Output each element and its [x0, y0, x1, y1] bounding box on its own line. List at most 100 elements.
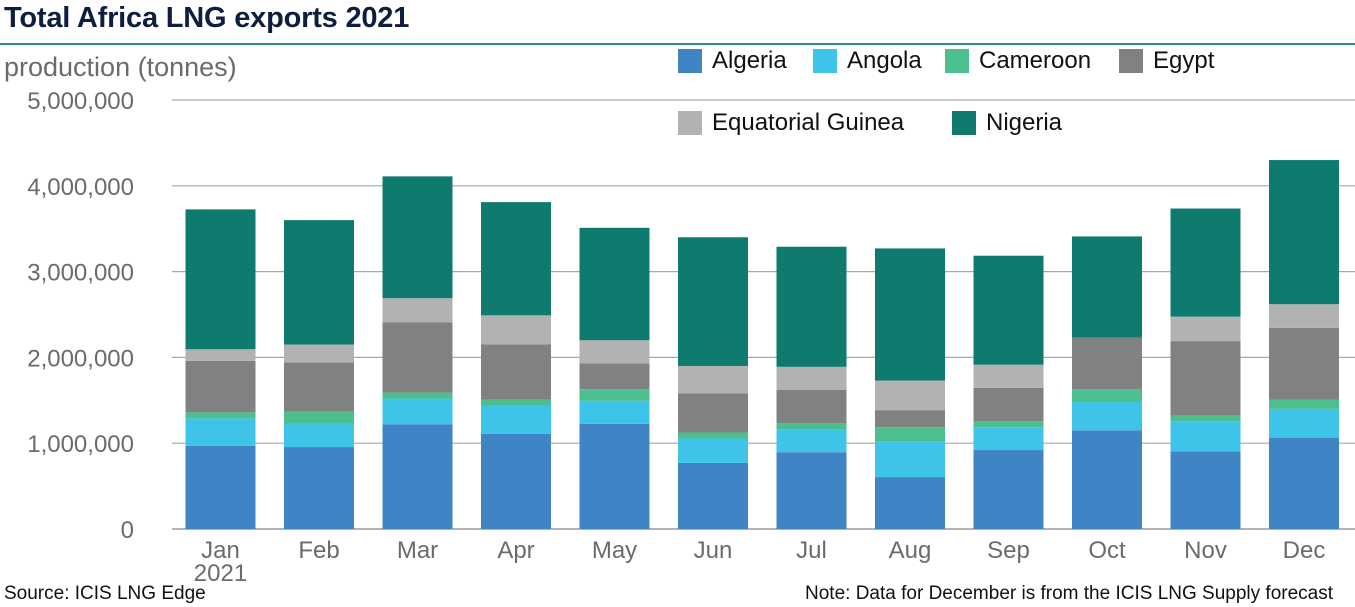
bar-segment-equatorial-guinea: [185, 349, 256, 361]
legend-swatch: [678, 111, 702, 135]
bar-segment-equatorial-guinea: [481, 315, 551, 345]
bar-segment-nigeria: [776, 246, 847, 367]
bar-segment-algeria: [973, 450, 1044, 529]
y-tick-label: 2,000,000: [27, 345, 134, 372]
bar-segment-nigeria: [1072, 236, 1142, 338]
bar-segment-nigeria: [973, 255, 1044, 365]
bar-segment-egypt: [973, 387, 1044, 422]
bar-segment-egypt: [1170, 341, 1241, 416]
bar-segment-egypt: [678, 393, 748, 433]
x-tick-label: May: [592, 537, 637, 564]
legend-swatch: [1119, 49, 1143, 73]
bar-segment-egypt: [284, 362, 354, 412]
x-tick-label: Jan: [201, 537, 240, 564]
y-tick-label: 4,000,000: [27, 174, 134, 201]
forecast-note: Note: Data for December is from the ICIS…: [805, 583, 1333, 604]
bar-segment-equatorial-guinea: [678, 365, 748, 394]
x-tick-label: Sep: [987, 537, 1030, 564]
legend-swatch: [952, 111, 976, 135]
bar-segment-egypt: [1072, 337, 1142, 390]
bar-segment-nigeria: [875, 248, 945, 381]
bar-segment-algeria: [1269, 437, 1339, 529]
bar-segment-angola: [973, 427, 1044, 451]
x-tick-label: Jun: [694, 537, 733, 564]
legend-label: Cameroon: [979, 47, 1092, 74]
y-tick-label: 0: [121, 517, 134, 544]
bar-segment-cameroon: [875, 427, 945, 442]
bar-segment-angola: [1269, 408, 1339, 438]
bar-segment-algeria: [284, 447, 354, 529]
bar-segment-angola: [185, 418, 256, 446]
x-year-label: 2021: [194, 560, 247, 587]
bar-segment-cameroon: [579, 389, 650, 401]
bar-segment-cameroon: [185, 412, 256, 419]
bar-segment-equatorial-guinea: [875, 380, 945, 411]
legend-swatch: [813, 49, 837, 73]
bar-segment-nigeria: [678, 237, 748, 366]
bar-segment-cameroon: [1072, 389, 1142, 403]
source-note: Source: ICIS LNG Edge: [4, 583, 206, 604]
bar-segment-angola: [382, 398, 453, 425]
bar-segment-angola: [678, 438, 748, 463]
bar-segment-angola: [875, 441, 945, 478]
bar-segment-algeria: [382, 424, 453, 529]
bar-segment-equatorial-guinea: [776, 366, 847, 391]
bar-segment-algeria: [579, 423, 650, 529]
bar-segment-cameroon: [973, 421, 1044, 428]
bar-segment-egypt: [875, 410, 945, 428]
bar-segment-nigeria: [1170, 208, 1241, 317]
bar-segment-egypt: [185, 360, 256, 413]
x-tick-label: Oct: [1088, 537, 1126, 564]
bar-segment-equatorial-guinea: [382, 298, 453, 323]
bar-segment-equatorial-guinea: [1170, 316, 1241, 342]
bar-segment-angola: [1072, 402, 1142, 431]
bar-segment-algeria: [1072, 430, 1142, 529]
bar-segment-nigeria: [481, 202, 551, 316]
y-tick-label: 1,000,000: [27, 431, 134, 458]
legend-item-egypt: Egypt: [1119, 46, 1214, 76]
bar-segment-egypt: [1269, 327, 1339, 400]
bar-segment-algeria: [776, 452, 847, 529]
bar-segment-algeria: [1170, 451, 1241, 529]
bar-segment-angola: [284, 423, 354, 448]
bar-segment-nigeria: [382, 176, 453, 299]
legend-item-cameroon: Cameroon: [945, 46, 1091, 76]
legend-label: Angola: [847, 47, 922, 74]
legend-swatch: [945, 49, 969, 73]
bar-segment-equatorial-guinea: [1269, 304, 1339, 328]
bar-segment-egypt: [579, 363, 650, 390]
bar-segment-egypt: [481, 344, 551, 400]
legend-label: Equatorial Guinea: [712, 109, 905, 136]
x-tick-label: Mar: [397, 537, 438, 564]
x-tick-label: Feb: [298, 537, 339, 564]
x-tick-label: Nov: [1184, 537, 1227, 564]
bar-segment-equatorial-guinea: [973, 364, 1044, 388]
bar-segment-egypt: [776, 390, 847, 424]
bar-segment-cameroon: [284, 411, 354, 424]
legend-item-equatorial-guinea: Equatorial Guinea: [678, 108, 904, 138]
bar-segment-equatorial-guinea: [579, 340, 650, 364]
legend-label: Egypt: [1153, 47, 1215, 74]
bar-segment-egypt: [382, 322, 453, 393]
bar-segment-algeria: [185, 445, 256, 529]
bar-segment-cameroon: [382, 392, 453, 399]
x-tick-label: Apr: [497, 537, 534, 564]
legend-item-angola: Angola: [813, 46, 922, 76]
legend-swatch: [678, 49, 702, 73]
bar-segment-angola: [776, 429, 847, 453]
legend-item-algeria: Algeria: [678, 46, 787, 76]
legend-label: Nigeria: [986, 109, 1063, 136]
bar-segment-algeria: [678, 462, 748, 529]
bar-segment-cameroon: [1269, 399, 1339, 409]
y-axis-title: production (tonnes): [4, 52, 237, 82]
x-tick-label: Aug: [889, 537, 932, 564]
legend-label: Algeria: [712, 47, 787, 74]
y-tick-label: 5,000,000: [27, 88, 134, 115]
bar-segment-equatorial-guinea: [284, 344, 354, 363]
bar-segment-cameroon: [678, 432, 748, 439]
x-tick-label: Jul: [796, 537, 827, 564]
x-tick-label: Dec: [1283, 537, 1326, 564]
bar-segment-nigeria: [579, 227, 650, 341]
y-tick-label: 3,000,000: [27, 260, 134, 287]
